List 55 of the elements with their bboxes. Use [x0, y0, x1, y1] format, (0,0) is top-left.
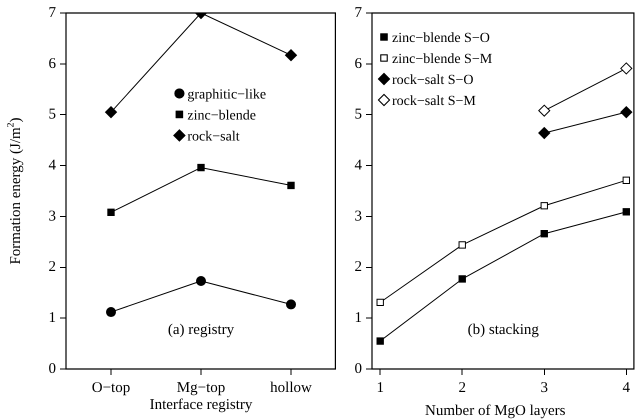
- x-tick-label: 2: [458, 380, 466, 396]
- point: [458, 275, 466, 283]
- legend-label: rock−salt S−O: [392, 73, 474, 88]
- y-tick-label: 2: [354, 259, 362, 276]
- legend-label: zinc−blende: [187, 108, 256, 124]
- y-tick-label: 5: [48, 106, 56, 123]
- point: [286, 299, 296, 310]
- y-tick-label: 0: [48, 360, 56, 377]
- point: [540, 202, 548, 210]
- point: [285, 49, 297, 62]
- legend-label: graphitic−like: [187, 87, 266, 102]
- y-tick-label: 6: [48, 56, 56, 72]
- y-tick-label: 7: [354, 4, 362, 21]
- x-tick-label: 3: [540, 380, 548, 396]
- y-tick-label: 7: [48, 4, 56, 21]
- legend-label: zinc−blende S−M: [392, 52, 493, 67]
- point: [620, 62, 632, 74]
- y-tick-label: 1: [48, 310, 56, 326]
- point: [376, 298, 384, 306]
- point: [620, 106, 632, 118]
- x-tick-label: Mg−top: [176, 380, 226, 396]
- y-tick-label: 6: [354, 56, 362, 72]
- annotation: (a) registry: [168, 322, 235, 338]
- y-tick-label: 3: [48, 208, 56, 224]
- point: [376, 337, 384, 345]
- x-axis-title: Number of MgO layers: [425, 403, 566, 419]
- legend-label: zinc−blende S−O: [392, 31, 490, 46]
- point: [107, 208, 115, 216]
- y-tick-label: 0: [354, 360, 362, 377]
- point: [622, 176, 630, 184]
- point: [622, 208, 630, 216]
- y-tick-label: 3: [354, 208, 362, 224]
- y-tick-label: 5: [354, 106, 362, 123]
- x-tick-label: 4: [622, 380, 631, 396]
- legend-label: rock−salt: [187, 129, 240, 144]
- y-tick-label: 2: [48, 259, 56, 276]
- x-axis-title: Interface registry: [150, 397, 253, 413]
- y-tick-label: 1: [354, 310, 362, 326]
- point: [538, 104, 550, 117]
- y-tick-label: 4: [48, 158, 56, 174]
- annotation: (b) stacking: [468, 322, 540, 338]
- point: [538, 127, 550, 140]
- point: [105, 106, 117, 118]
- x-tick-label: 1: [376, 380, 384, 396]
- point: [287, 182, 295, 190]
- point: [540, 230, 548, 238]
- point: [196, 276, 206, 286]
- y-axis-title: Formation energy (J/m2): [5, 117, 24, 265]
- x-tick-label: O−top: [92, 380, 130, 396]
- y-tick-label: 4: [354, 158, 362, 174]
- legend-label: rock−salt S−M: [392, 94, 476, 109]
- point: [106, 307, 116, 318]
- point: [458, 241, 466, 249]
- point: [197, 164, 205, 172]
- x-tick-label: hollow: [270, 380, 312, 396]
